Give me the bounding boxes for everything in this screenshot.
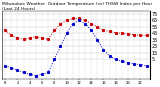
- Text: Milwaukee Weather  Outdoor Temperature (vs) THSW Index per Hour (Last 24 Hours): Milwaukee Weather Outdoor Temperature (v…: [2, 2, 152, 11]
